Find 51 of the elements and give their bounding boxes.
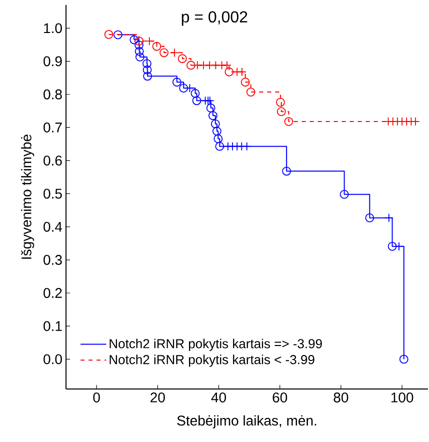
- point: [384, 213, 394, 222]
- point: [134, 40, 144, 50]
- y-tick-label: 0.3: [44, 254, 62, 265]
- point: [143, 72, 152, 81]
- x-axis-title: Stebėjimo laikas, mėn.: [177, 415, 316, 428]
- y-tick-label: 0.8: [44, 89, 62, 100]
- point: [152, 42, 162, 51]
- y-tick-label: 0.1: [44, 321, 62, 332]
- point: [282, 166, 292, 176]
- annotation: p = 0,002: [182, 11, 248, 26]
- y-axis-title: Išgyvenimo tikimybė: [21, 134, 34, 259]
- point: [206, 104, 216, 112]
- point: [178, 54, 187, 64]
- point: [210, 119, 220, 128]
- point: [172, 78, 182, 87]
- point: [135, 52, 144, 62]
- point: [130, 35, 139, 44]
- x-tick-label: 60: [272, 392, 288, 402]
- point: [240, 78, 250, 87]
- x-tick-label: 20: [150, 392, 165, 402]
- x-tick-label: 100: [391, 392, 414, 402]
- y-tick-label: 0.4: [44, 222, 62, 232]
- y-tick-label: 0.5: [44, 188, 62, 199]
- y-tick-label: 0.6: [44, 156, 62, 166]
- point: [104, 30, 114, 39]
- point: [208, 111, 218, 120]
- point: [276, 107, 286, 116]
- point: [205, 60, 214, 70]
- y-tick-label: 0.9: [44, 56, 62, 66]
- point: [113, 30, 122, 40]
- point: [365, 213, 374, 222]
- x-tick-label: 0: [93, 392, 100, 402]
- point: [340, 190, 349, 199]
- y-tick-label: 0.2: [44, 288, 62, 298]
- y-tick-label: 0.0: [44, 354, 62, 364]
- y-tick-label: 0.7: [44, 122, 62, 132]
- x-tick-label: 80: [334, 392, 348, 402]
- point: [276, 98, 285, 107]
- point: [190, 88, 200, 98]
- point: [134, 46, 144, 56]
- point: [142, 65, 152, 74]
- point: [399, 354, 408, 364]
- point: [284, 117, 294, 126]
- x-tick-label: 40: [211, 392, 226, 402]
- point: [212, 126, 222, 136]
- y-tick-label: 1.0: [44, 23, 62, 34]
- legend-label: Notch2 iRNR pokytis kartais < -3.99: [110, 354, 314, 367]
- point: [246, 88, 256, 97]
- legend-label: Notch2 iRNR pokytis kartais => -3.99: [110, 338, 322, 351]
- point: [142, 59, 152, 68]
- point: [214, 134, 223, 144]
